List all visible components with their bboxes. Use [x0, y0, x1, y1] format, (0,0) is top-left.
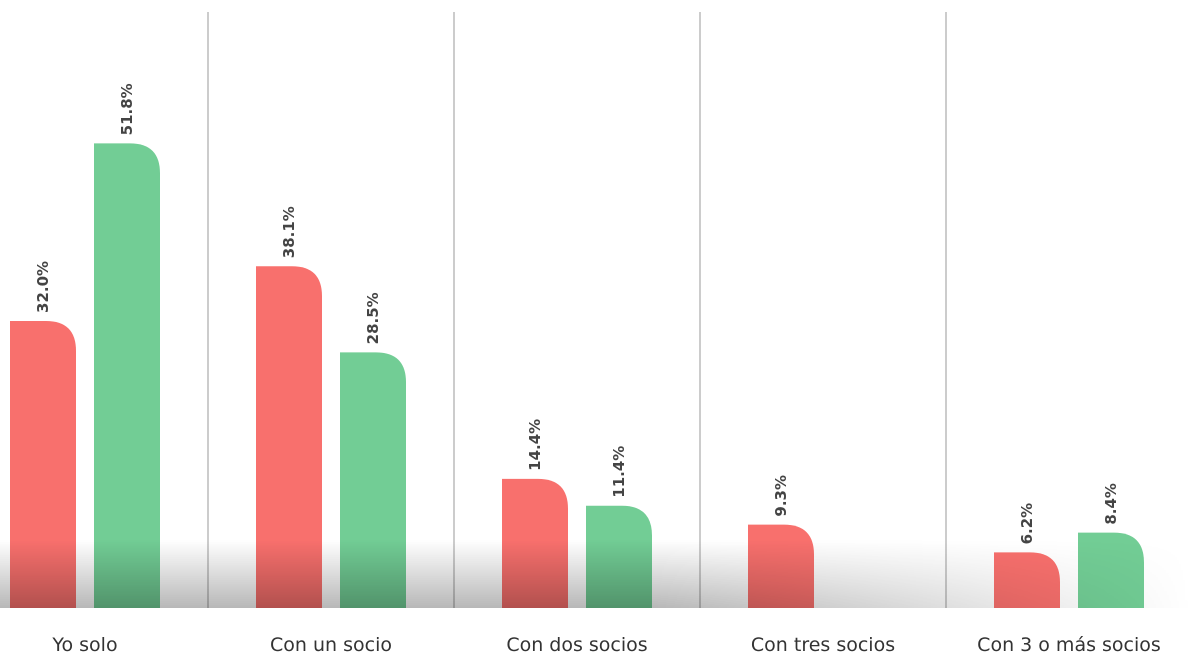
value-label: 51.8% [118, 83, 136, 135]
value-label: 11.4% [610, 446, 628, 498]
bar [10, 320, 76, 608]
value-label: 38.1% [280, 206, 298, 258]
floor-shadow [0, 540, 1191, 608]
category-label: Con tres socios [751, 634, 895, 656]
category-label: Yo solo [51, 634, 117, 656]
bar [256, 266, 322, 608]
value-label: 9.3% [772, 475, 790, 517]
value-label: 28.5% [364, 292, 382, 344]
category-label: Con dos socios [506, 634, 647, 656]
value-label: 6.2% [1018, 503, 1036, 545]
value-label: 32.0% [34, 261, 52, 313]
value-label: 8.4% [1102, 483, 1120, 525]
bar [94, 143, 160, 608]
bars [10, 143, 1144, 608]
value-label: 14.4% [526, 419, 544, 471]
category-label: Con un socio [270, 634, 392, 656]
category-label: Con 3 o más socios [977, 634, 1161, 656]
category-dividers [207, 12, 947, 608]
category-labels: Yo solo Con un socio Con dos socios Con tre… [51, 634, 1160, 656]
value-labels: 32.0% 38.1% 14.4% 9.3% 6.2% 51.8% 28.5% 11.4% 8.… [34, 83, 1120, 544]
